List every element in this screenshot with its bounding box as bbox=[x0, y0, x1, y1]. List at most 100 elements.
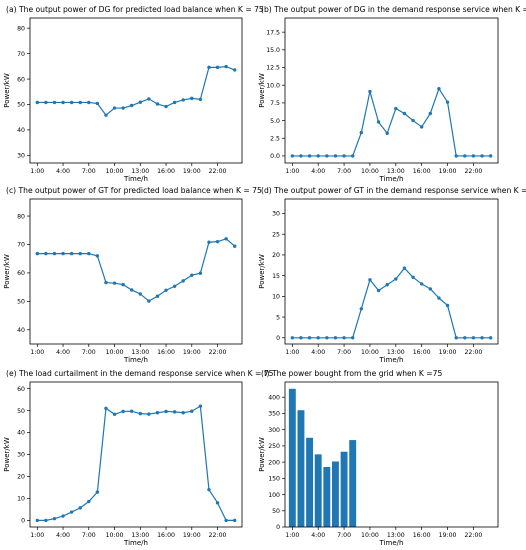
chart-f-x-tick-label: 7:00 bbox=[337, 532, 351, 539]
chart-b-point bbox=[299, 154, 303, 158]
chart-a-point bbox=[95, 101, 100, 106]
chart-c-x-tick-label: 22:00 bbox=[209, 349, 227, 356]
chart-e-point bbox=[147, 412, 151, 416]
chart-d-point bbox=[488, 336, 493, 340]
chart-d-y-tick-label: 25 bbox=[272, 231, 280, 238]
chart-d-x-tick-label: 4:00 bbox=[311, 349, 325, 356]
chart-a-series-line bbox=[37, 65, 235, 117]
chart-c-point bbox=[138, 292, 142, 296]
chart-c-y-tick-label: 80 bbox=[17, 213, 25, 220]
chart-f-bar bbox=[297, 410, 305, 527]
chart-a-point bbox=[224, 64, 228, 69]
chart-b-point bbox=[376, 120, 381, 124]
chart-e-y-tick-label: 30 bbox=[17, 452, 25, 459]
chart-f-y-tick-label: 250 bbox=[268, 443, 280, 450]
chart-e-x-axis-label: Time/h bbox=[123, 539, 148, 547]
chart-c-point bbox=[155, 294, 160, 298]
chart-d-y-tick-label: 10 bbox=[272, 294, 280, 301]
chart-d-point bbox=[307, 336, 312, 340]
chart-b-x-tick-label: 4:00 bbox=[311, 168, 325, 175]
chart-c-point bbox=[181, 279, 185, 283]
chart-c-point bbox=[44, 251, 48, 256]
chart-b-y-tick-label: 7.5 bbox=[270, 100, 280, 107]
chart-a-y-tick-label: 40 bbox=[17, 127, 25, 134]
chart-d-point bbox=[463, 336, 467, 340]
chart-f-frame bbox=[284, 381, 499, 528]
chart-f-bar bbox=[306, 437, 314, 527]
chart-d-point bbox=[359, 307, 364, 311]
chart-f-x-tick-label: 16:00 bbox=[413, 532, 431, 539]
chart-c-point bbox=[233, 244, 237, 248]
chart-a-x-tick-label: 4:00 bbox=[56, 168, 70, 175]
chart-f-x-tick-label: 13:00 bbox=[387, 532, 405, 539]
chart-e-x-tick-label: 1:00 bbox=[30, 532, 44, 539]
chart-c-point bbox=[198, 271, 203, 275]
chart-e-point bbox=[78, 506, 82, 510]
chart-b-point bbox=[359, 130, 364, 135]
chart-a-point bbox=[147, 97, 151, 101]
chart-b-point bbox=[463, 154, 467, 158]
chart-c-x-tick-label: 1:00 bbox=[30, 349, 44, 356]
chart-f-bar bbox=[323, 466, 331, 527]
chart-d-y-axis-label: Power/kW bbox=[258, 254, 266, 289]
chart-b-x-tick-label: 16:00 bbox=[413, 168, 431, 175]
chart-c-frame bbox=[29, 198, 243, 345]
chart-a-point bbox=[61, 100, 65, 105]
chart-d-point bbox=[325, 336, 329, 340]
chart-c-x-tick-label: 16:00 bbox=[157, 349, 175, 356]
chart-d-title: (d) The output power of GT in the demand… bbox=[261, 186, 526, 195]
chart-a-x-tick-label: 1:00 bbox=[30, 168, 44, 175]
chart-b-point bbox=[325, 154, 329, 158]
chart-e-point bbox=[69, 510, 74, 514]
chart-d-x-tick-label: 1:00 bbox=[285, 349, 299, 356]
chart-a-point bbox=[207, 65, 211, 70]
chart-a-point bbox=[69, 100, 74, 105]
chart-a-y-tick-label: 30 bbox=[17, 153, 25, 160]
chart-b-point bbox=[368, 89, 372, 94]
chart-d-y-tick-label: 20 bbox=[272, 252, 280, 259]
chart-a-x-tick-label: 16:00 bbox=[157, 168, 175, 175]
chart-c-x-tick-label: 4:00 bbox=[56, 349, 70, 356]
chart-a-point bbox=[87, 100, 91, 105]
chart-e-point bbox=[104, 406, 108, 411]
chart-f-x-tick-label: 1:00 bbox=[285, 532, 299, 539]
chart-b-point bbox=[290, 154, 295, 158]
chart-d: (d) The output power of GT in the demand… bbox=[258, 186, 526, 364]
chart-b-y-tick-label: 15.0 bbox=[266, 47, 280, 54]
chart-f-y-tick-label: 300 bbox=[268, 427, 280, 434]
chart-d-point bbox=[454, 336, 458, 340]
chart-c-point bbox=[95, 254, 100, 258]
chart-b-point bbox=[488, 154, 493, 158]
chart-e-point bbox=[87, 499, 91, 504]
chart-d-point bbox=[342, 336, 346, 340]
chart-e-frame bbox=[29, 381, 243, 528]
chart-e-y-axis-label: Power/kW bbox=[3, 437, 11, 472]
chart-b-x-tick-label: 19:00 bbox=[439, 168, 457, 175]
chart-a-point bbox=[181, 98, 185, 102]
chart-a-point bbox=[172, 100, 177, 105]
chart-f-bar bbox=[314, 454, 322, 527]
chart-d-point bbox=[419, 282, 424, 286]
chart-e-x-tick-label: 22:00 bbox=[209, 532, 227, 539]
chart-f-y-tick-label: 100 bbox=[268, 492, 280, 499]
chart-e-point bbox=[155, 411, 160, 415]
chart-d-y-tick-label: 30 bbox=[272, 211, 280, 218]
chart-d-y-tick-label: 0 bbox=[276, 335, 280, 342]
chart-c-x-tick-label: 19:00 bbox=[183, 349, 201, 356]
chart-d-point bbox=[445, 303, 450, 308]
chart-b-x-tick-label: 7:00 bbox=[337, 168, 351, 175]
chart-b-point bbox=[394, 106, 398, 111]
chart-d-x-tick-label: 22:00 bbox=[465, 349, 483, 356]
chart-e-title: (e) The load curtailment in the demand r… bbox=[6, 369, 274, 378]
chart-a: (a) The output power of DG for predicted… bbox=[3, 5, 264, 183]
chart-c-series-line bbox=[37, 238, 236, 302]
chart-f-bar bbox=[288, 388, 296, 527]
chart-a-y-tick-label: 50 bbox=[17, 102, 25, 109]
chart-b-point bbox=[437, 87, 441, 91]
chart-e-point bbox=[35, 518, 39, 523]
chart-d-point bbox=[350, 336, 355, 340]
chart-b-y-tick-label: 12.5 bbox=[266, 65, 280, 72]
chart-d-point bbox=[437, 296, 441, 300]
chart-f-bar bbox=[340, 451, 348, 527]
chart-a-x-tick-label: 19:00 bbox=[183, 168, 201, 175]
